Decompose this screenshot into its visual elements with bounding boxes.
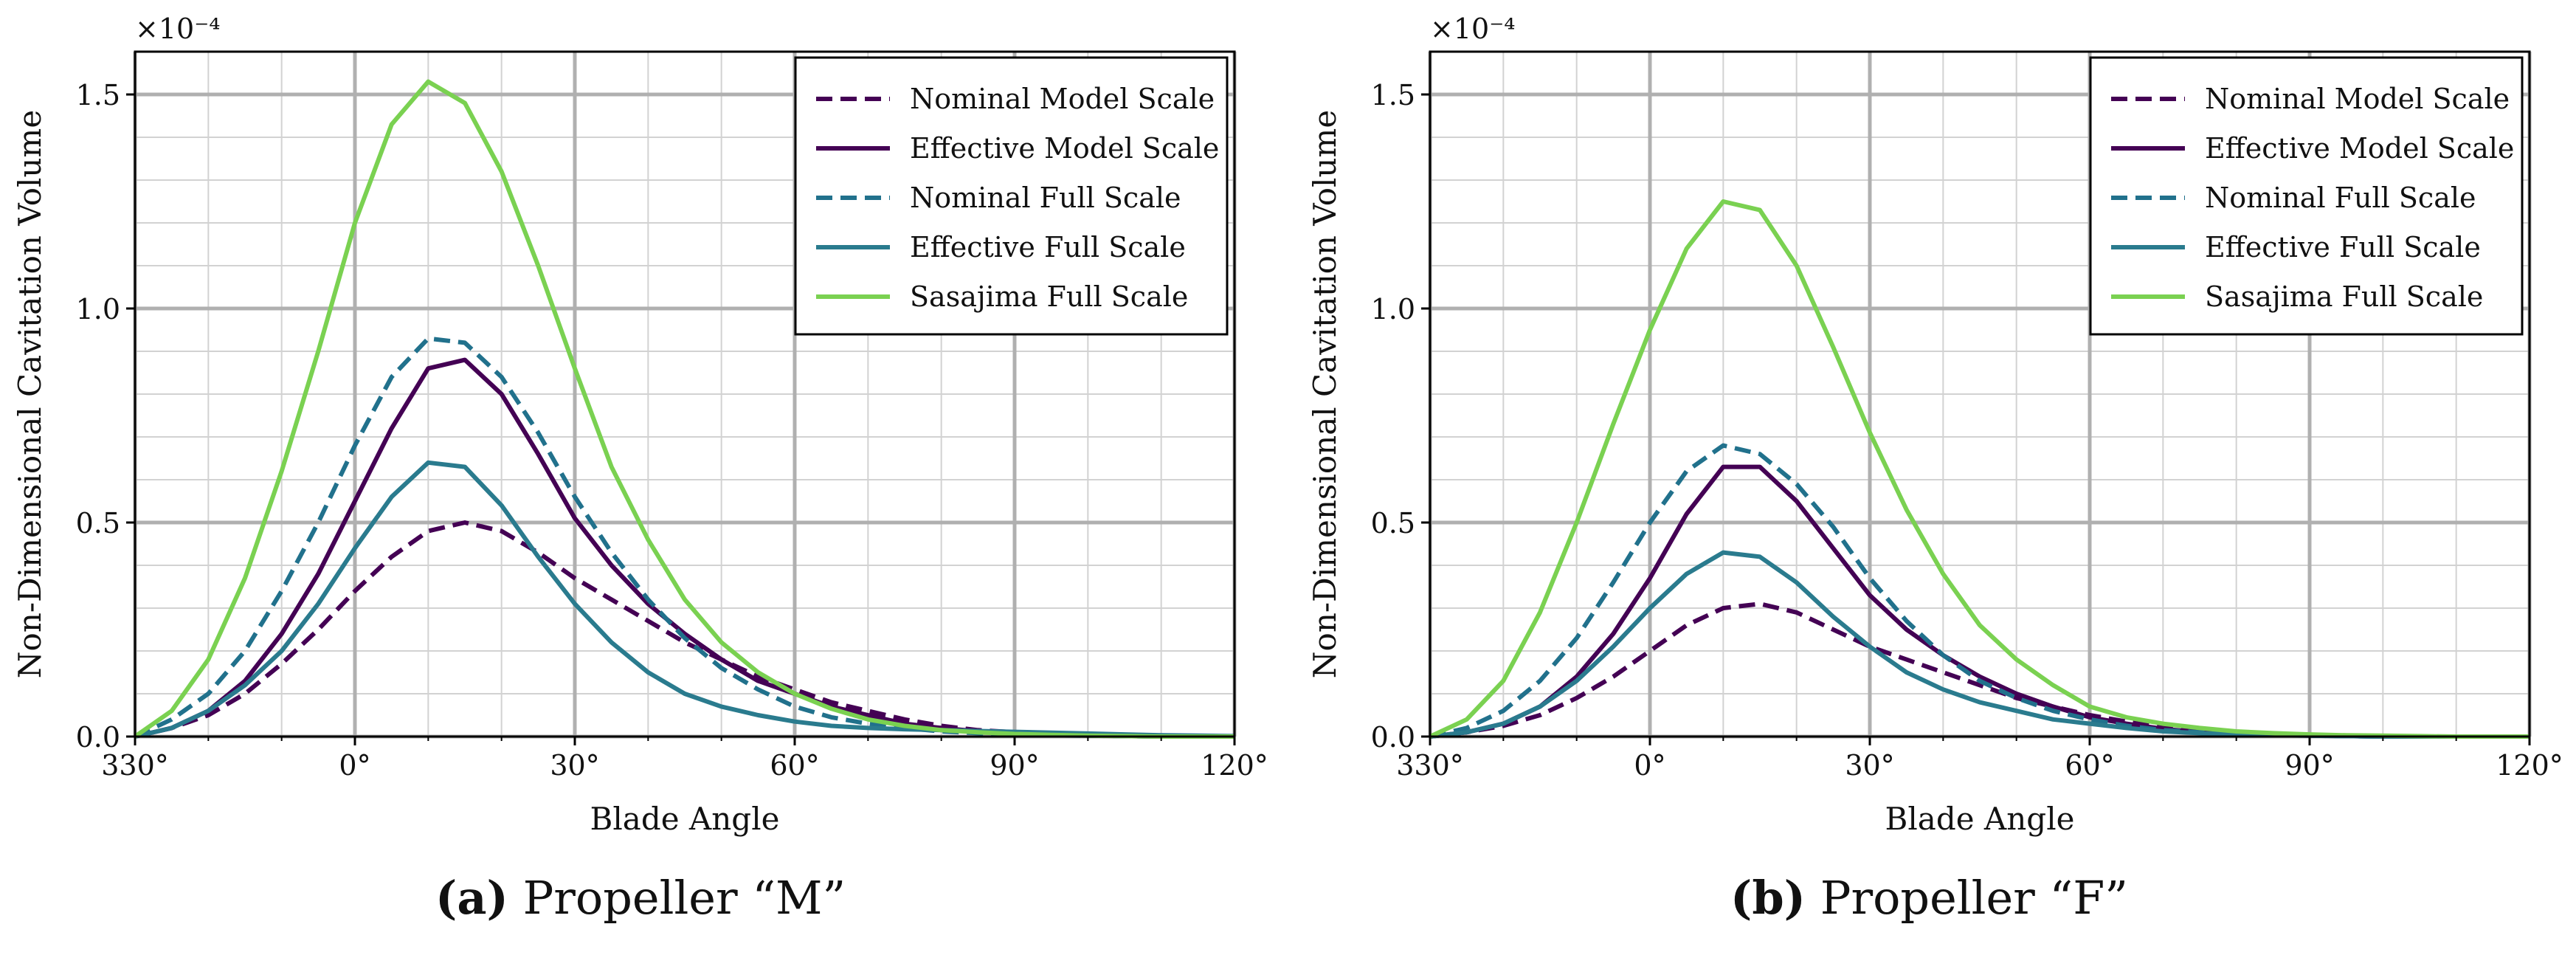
legend-label: Nominal Model Scale: [910, 83, 1215, 115]
y-multiplier-label: ×10⁻⁴: [1430, 13, 1515, 45]
x-axis-label: Blade Angle: [1885, 801, 2075, 837]
series-line-effective-model-scale: [1429, 464, 2530, 739]
y-axis-label: Non-Dimensional Cavitation Volume: [12, 110, 48, 678]
legend-label: Nominal Full Scale: [910, 182, 1181, 214]
legend-label: Sasajima Full Scale: [2205, 280, 2483, 313]
y-tick-label: 1.5: [1371, 79, 1415, 111]
x-tick-label: 60°: [770, 749, 819, 782]
x-tick-label: 120°: [1201, 749, 1268, 782]
caption-b-label: (b): [1730, 871, 1806, 925]
legend-label: Effective Full Scale: [2205, 231, 2481, 263]
y-tick-label: 0.5: [1371, 507, 1415, 539]
x-tick-label: 0°: [1634, 749, 1665, 782]
series-line-nominal-model-scale: [1429, 601, 2530, 739]
x-tick-label: 60°: [2065, 749, 2114, 782]
x-tick-label: 30°: [1845, 749, 1894, 782]
legend-label: Nominal Model Scale: [2205, 83, 2510, 115]
x-axis-label: Blade Angle: [590, 801, 780, 837]
legend-label: Effective Model Scale: [910, 132, 1219, 165]
x-tick-label: 90°: [990, 749, 1039, 782]
y-tick-label: 1.0: [76, 293, 120, 325]
series-line-effective-full-scale: [1429, 550, 2530, 739]
y-axis-label: Non-Dimensional Cavitation Volume: [1307, 110, 1343, 678]
y-tick-label: 1.5: [76, 79, 120, 111]
series-line-nominal-full-scale: [134, 336, 1235, 739]
series-line-nominal-full-scale: [1429, 443, 2530, 739]
legend: Nominal Model Scale Effective Model Scale…: [794, 56, 1229, 336]
y-tick-label: 1.0: [1371, 293, 1415, 325]
plot-frame: [1429, 50, 2531, 738]
y-tick-label: 0.0: [76, 721, 120, 754]
caption-a-label: (a): [435, 871, 508, 925]
legend-label: Nominal Full Scale: [2205, 182, 2476, 214]
x-tick-label: 90°: [2285, 749, 2334, 782]
legend-label: Effective Model Scale: [2205, 132, 2514, 165]
chart-panel-a: 330° 0° 30° 60° 90° 120° 0.0 0.5 1.0 1.5 Blade Ang…: [12, 13, 1268, 837]
chart-panel-b: 330° 0° 30° 60° 90° 120° 0.0 0.5 1.0 1.5 Blade Ang…: [1307, 13, 2563, 837]
legend: Nominal Model Scale Effective Model Scale…: [2089, 56, 2524, 336]
caption-b-text: Propeller “F”: [1820, 871, 2128, 925]
series-line-sasajima-full-scale: [134, 79, 1235, 739]
y-tick-label: 0.0: [1371, 721, 1415, 754]
x-tick-label: 0°: [339, 749, 370, 782]
plot-frame: [134, 50, 1236, 738]
y-tick-label: 0.5: [76, 507, 120, 539]
series-line-sasajima-full-scale: [1429, 199, 2530, 739]
legend-label: Effective Full Scale: [910, 231, 1186, 263]
legend-label: Sasajima Full Scale: [910, 280, 1188, 313]
caption-a: (a) Propeller “M”: [435, 871, 846, 925]
caption-b: (b) Propeller “F”: [1730, 871, 2128, 925]
y-multiplier-label: ×10⁻⁴: [135, 13, 220, 45]
x-tick-label: 330°: [1396, 749, 1464, 782]
x-tick-label: 330°: [101, 749, 169, 782]
x-tick-label: 30°: [550, 749, 599, 782]
x-tick-label: 120°: [2496, 749, 2563, 782]
caption-a-text: Propeller “M”: [522, 871, 846, 925]
